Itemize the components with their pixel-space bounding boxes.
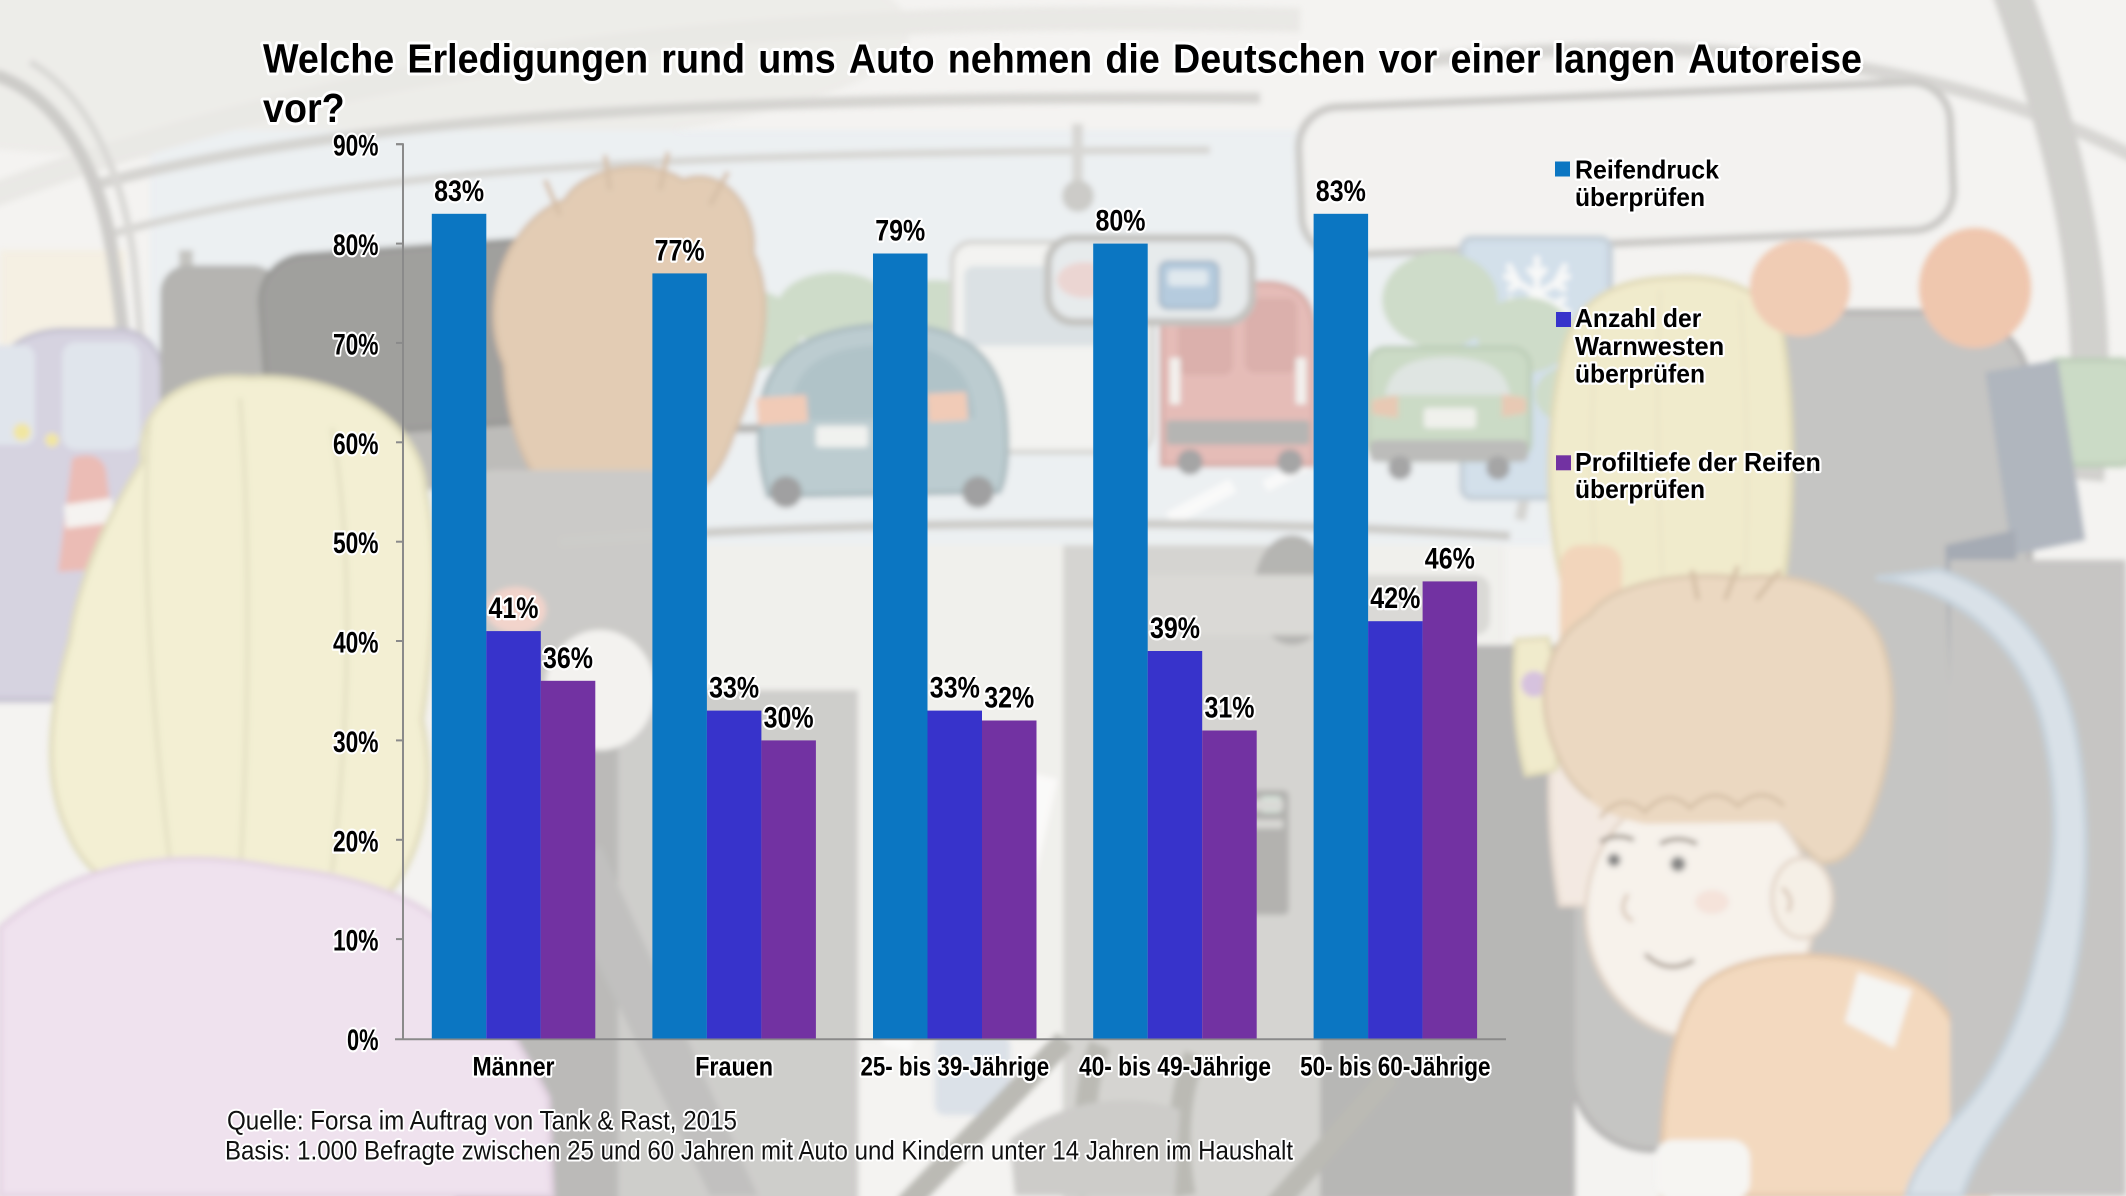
svg-text:39%: 39% <box>1150 612 1200 645</box>
svg-text:41%: 41% <box>489 592 539 625</box>
svg-text:79%: 79% <box>875 215 925 248</box>
svg-text:40%: 40% <box>333 627 379 660</box>
svg-text:25- bis 39-Jährige: 25- bis 39-Jährige <box>860 1052 1049 1082</box>
svg-text:rund: rund <box>661 35 745 81</box>
svg-text:50%: 50% <box>333 527 379 560</box>
svg-text:langen: langen <box>1554 35 1675 81</box>
svg-text:Warnwesten: Warnwesten <box>1575 331 1724 361</box>
svg-text:Auto: Auto <box>849 35 935 81</box>
svg-text:Basis: 1.000 Befragte zwischen: Basis: 1.000 Befragte zwischen 25 und 60… <box>225 1136 1294 1166</box>
svg-text:90%: 90% <box>333 130 379 163</box>
svg-text:Erledigungen: Erledigungen <box>407 35 648 81</box>
svg-text:Quelle: Forsa im Auftrag von T: Quelle: Forsa im Auftrag von Tank & Rast… <box>227 1106 737 1136</box>
svg-text:vor?: vor? <box>263 85 345 131</box>
svg-text:Welche: Welche <box>263 35 394 81</box>
svg-text:33%: 33% <box>930 672 980 705</box>
svg-text:überprüfen: überprüfen <box>1575 182 1705 212</box>
svg-text:83%: 83% <box>1316 175 1366 208</box>
svg-text:77%: 77% <box>655 234 705 267</box>
svg-text:Deutschen: Deutschen <box>1173 35 1366 81</box>
svg-text:83%: 83% <box>434 175 484 208</box>
svg-text:36%: 36% <box>543 642 593 675</box>
svg-text:10%: 10% <box>333 925 379 958</box>
svg-text:Autoreise: Autoreise <box>1688 35 1862 81</box>
svg-text:ums: ums <box>758 35 836 81</box>
svg-text:0%: 0% <box>347 1024 379 1057</box>
svg-text:30%: 30% <box>333 726 379 759</box>
svg-text:Frauen: Frauen <box>695 1052 773 1082</box>
svg-text:32%: 32% <box>984 682 1034 715</box>
svg-text:42%: 42% <box>1370 582 1420 615</box>
svg-text:50- bis 60-Jährige: 50- bis 60-Jährige <box>1300 1052 1490 1082</box>
svg-text:33%: 33% <box>709 672 759 705</box>
svg-text:überprüfen: überprüfen <box>1575 358 1705 388</box>
svg-text:einer: einer <box>1451 35 1541 81</box>
svg-text:die: die <box>1105 35 1159 81</box>
svg-text:60%: 60% <box>333 428 379 461</box>
svg-text:Profiltiefe der Reifen: Profiltiefe der Reifen <box>1575 447 1821 477</box>
svg-text:70%: 70% <box>333 328 379 361</box>
svg-text:Reifendruck: Reifendruck <box>1575 155 1720 185</box>
svg-text:80%: 80% <box>1096 205 1146 238</box>
svg-text:31%: 31% <box>1205 692 1255 725</box>
svg-text:Anzahl der: Anzahl der <box>1575 303 1701 333</box>
svg-text:vor: vor <box>1379 35 1438 81</box>
svg-text:80%: 80% <box>333 229 379 262</box>
svg-text:Männer: Männer <box>473 1052 555 1082</box>
svg-text:30%: 30% <box>764 701 814 734</box>
svg-text:40- bis 49-Jährige: 40- bis 49-Jährige <box>1079 1052 1271 1082</box>
svg-text:überprüfen: überprüfen <box>1575 474 1705 504</box>
svg-text:20%: 20% <box>333 825 379 858</box>
svg-text:nehmen: nehmen <box>948 35 1092 81</box>
svg-text:46%: 46% <box>1425 542 1475 575</box>
